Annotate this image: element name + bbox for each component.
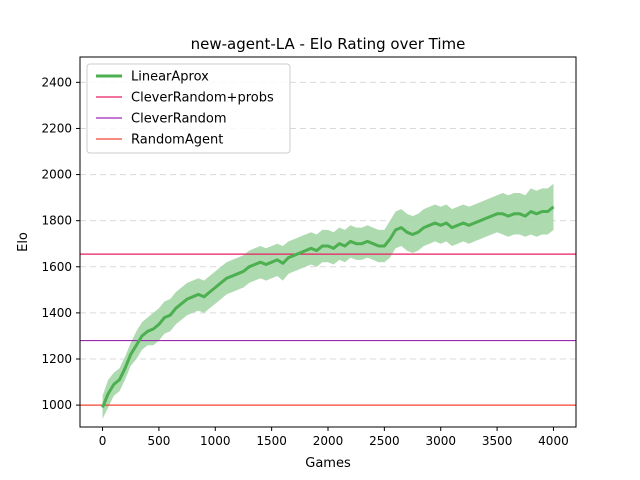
confidence-band	[102, 183, 554, 419]
y-axis-ticks: 1000 1200 1400 1600 1800 2000 2200 2400	[41, 75, 80, 412]
x-tick-label: 1000	[200, 434, 231, 448]
series-lines	[101, 205, 555, 408]
x-tick-label: 1500	[256, 434, 287, 448]
y-tick-label: 2200	[41, 121, 72, 135]
legend-label: CleverRandom+probs	[131, 91, 274, 106]
y-tick-label: 1000	[41, 398, 72, 412]
legend-label: CleverRandom	[131, 112, 227, 127]
legend-label: LinearAprox	[131, 70, 209, 85]
legend-label: RandomAgent	[131, 133, 223, 148]
legend-box	[86, 63, 291, 154]
reference-lines	[80, 253, 576, 406]
y-tick-label: 1800	[41, 214, 72, 228]
x-tick-label: 2000	[313, 434, 344, 448]
y-tick-label: 2400	[41, 75, 72, 89]
y-tick-label: 1600	[41, 260, 72, 274]
chart-title: new-agent-LA - Elo Rating over Time	[191, 35, 466, 53]
y-axis-label: Elo	[16, 232, 31, 252]
y-tick-label: 1400	[41, 306, 72, 320]
y-tick-label: 2000	[41, 168, 72, 182]
x-tick-label: 4000	[538, 434, 569, 448]
x-tick-label: 500	[147, 434, 170, 448]
x-tick-label: 2500	[369, 434, 400, 448]
x-tick-label: 0	[99, 434, 107, 448]
legend: LinearAprox CleverRandom+probs CleverRando…	[86, 63, 291, 154]
x-axis-ticks: 0 500 1000 1500 2000 2500 3000 3500 4000	[99, 427, 569, 448]
linearaprox-line	[101, 205, 555, 408]
x-tick-label: 3000	[425, 434, 456, 448]
x-tick-label: 3500	[482, 434, 513, 448]
y-tick-label: 1200	[41, 352, 72, 366]
x-axis-label: Games	[305, 456, 351, 471]
linearaprox-band	[102, 183, 554, 419]
